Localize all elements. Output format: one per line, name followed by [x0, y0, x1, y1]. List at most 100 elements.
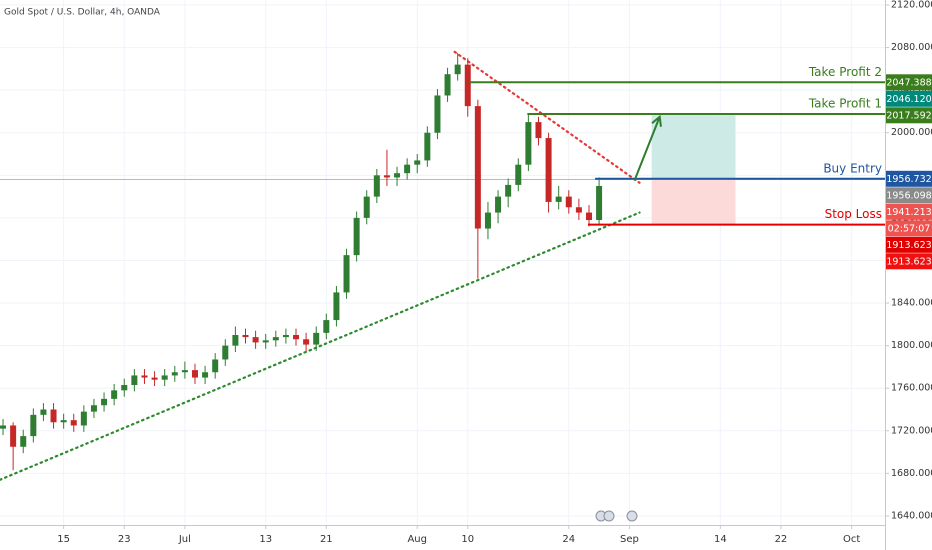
level-label: Stop Loss	[825, 207, 882, 221]
trendline	[453, 50, 641, 184]
candle-body	[262, 340, 269, 343]
candle-body	[181, 370, 188, 373]
candle-body	[565, 196, 572, 208]
candle-body	[596, 185, 603, 221]
level-label: Buy Entry	[823, 161, 882, 175]
x-tick-label: Oct	[843, 534, 860, 545]
candle-body	[313, 332, 320, 345]
candle-body	[454, 64, 461, 75]
x-tick-label: 21	[320, 534, 333, 545]
price-label: 1956.732	[886, 174, 931, 185]
candle-body	[141, 375, 148, 378]
candle-body	[121, 385, 128, 391]
candle-body	[232, 334, 239, 346]
position-profit-zone	[651, 114, 736, 179]
price-label-box	[886, 220, 932, 237]
price-label: 2046.120	[886, 94, 931, 105]
candle-body	[303, 339, 310, 345]
candle-body	[424, 132, 431, 161]
chart-title: Gold Spot / U.S. Dollar, 4h, OANDA	[4, 8, 161, 18]
price-label: 2047.388	[886, 77, 931, 88]
candle-body	[404, 164, 411, 174]
event-icons	[595, 510, 638, 522]
x-tick-label: 22	[775, 534, 788, 545]
x-tick-label: 10	[461, 534, 474, 545]
price-label-box	[886, 187, 932, 204]
candle-body	[333, 292, 340, 321]
x-tick-label: Sep	[620, 534, 639, 545]
x-tick-label: 15	[57, 534, 70, 545]
candle-body	[363, 196, 370, 218]
candle-body	[585, 212, 592, 221]
candle-body	[10, 425, 17, 447]
candle-body	[575, 207, 582, 213]
candle-body	[373, 175, 380, 197]
candle-body	[20, 436, 27, 447]
candle-body	[414, 160, 421, 165]
candle-body	[151, 377, 158, 380]
candle-body	[434, 95, 441, 133]
candle-body	[40, 409, 47, 415]
candle-body	[282, 334, 289, 338]
candle-body	[191, 370, 198, 378]
price-label-box	[886, 236, 932, 253]
y-tick-label: 2120.000	[891, 0, 932, 11]
candle-body	[252, 337, 259, 343]
candle-body	[343, 255, 350, 293]
y-tick-label: 1840.000	[891, 298, 932, 309]
candle-body	[101, 398, 108, 406]
y-tick-label: 2080.000	[891, 42, 932, 53]
y-tick-label: 2000.000	[891, 127, 932, 138]
event-icon	[603, 510, 615, 522]
candle-body	[202, 372, 209, 378]
candle-body	[161, 375, 168, 380]
candle-body	[0, 425, 7, 429]
candle-body	[505, 184, 512, 197]
y-tick-label: 1800.000	[891, 340, 932, 351]
price-label-box	[886, 90, 932, 107]
level-label: Take Profit 1	[808, 97, 882, 111]
candle-body	[515, 164, 522, 185]
x-tick-label: 13	[259, 534, 272, 545]
candle-body	[394, 173, 401, 178]
candle-body	[495, 196, 502, 213]
price-label-box	[886, 74, 932, 91]
trendline	[0, 211, 641, 481]
candle-body	[555, 196, 562, 202]
x-tick-label: 23	[118, 534, 131, 545]
x-tick-label: 24	[562, 534, 575, 545]
candle-body	[50, 409, 57, 423]
y-tick-label: 1760.000	[891, 383, 932, 394]
candle-body	[353, 217, 360, 256]
candle-body	[525, 122, 532, 165]
price-label: 1941.213	[886, 207, 931, 218]
price-label: 02:57:07	[888, 223, 931, 234]
price-label: 2017.592	[886, 110, 931, 121]
candle-body	[131, 375, 138, 386]
candle-body	[545, 138, 552, 202]
candle-body	[60, 420, 67, 423]
price-label: 1913.623	[886, 240, 931, 251]
event-icon	[626, 510, 638, 522]
price-label: 1913.623	[886, 256, 931, 267]
candle-body	[535, 122, 542, 139]
candle-body	[70, 420, 77, 426]
candle-body	[171, 372, 178, 376]
candle-body	[242, 334, 249, 338]
price-label-box	[886, 170, 932, 187]
x-tick-label: Aug	[407, 534, 427, 545]
candle-body	[222, 345, 229, 360]
candle-body	[474, 106, 481, 229]
position-loss-zone	[651, 178, 736, 225]
price-label-box	[886, 253, 932, 270]
arrow-head	[651, 114, 662, 127]
level-label: Take Profit 2	[808, 65, 882, 79]
candle-body	[444, 74, 451, 96]
plot: Take Profit 2 Take Profit 1 Buy Entry Stop …	[0, 50, 885, 481]
candle-body	[383, 175, 390, 178]
candle-body	[30, 414, 37, 437]
candle-body	[212, 359, 219, 373]
x-tick-label: 14	[714, 534, 727, 545]
x-tick-label: Jul	[178, 534, 191, 545]
